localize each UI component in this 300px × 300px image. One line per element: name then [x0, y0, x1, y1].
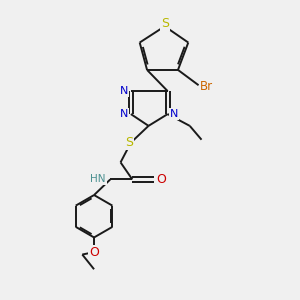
Text: N: N	[120, 109, 129, 119]
Text: HN: HN	[90, 174, 106, 184]
Text: S: S	[125, 136, 134, 149]
Text: O: O	[89, 246, 99, 259]
Text: N: N	[120, 86, 129, 96]
Text: N: N	[170, 109, 178, 119]
Text: Br: Br	[200, 80, 213, 93]
Text: O: O	[156, 173, 166, 186]
Text: S: S	[161, 17, 169, 30]
